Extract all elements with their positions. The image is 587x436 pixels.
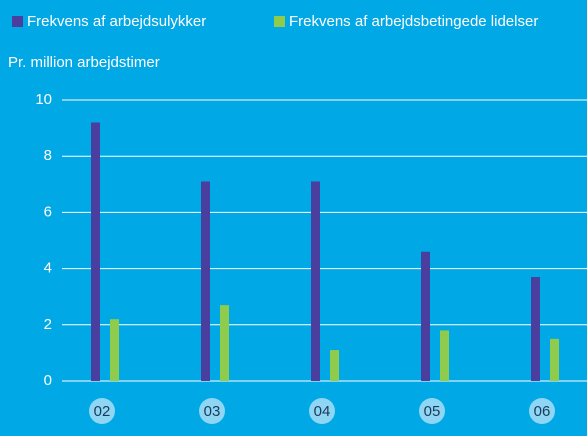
y-tick-label: 2 <box>44 316 52 333</box>
x-tick-label: 06 <box>534 403 551 420</box>
legend-label: Frekvens af arbejdsbetingede lidelser <box>289 13 538 30</box>
bar <box>550 338 559 381</box>
x-tick-label: 05 <box>424 403 441 420</box>
category-badge <box>89 398 115 424</box>
bar <box>91 122 100 381</box>
x-tick-label: 03 <box>204 403 221 420</box>
y-tick-label: 10 <box>35 91 52 108</box>
legend-swatch <box>12 16 23 27</box>
x-tick-label: 04 <box>314 403 331 420</box>
y-tick-label: 8 <box>44 147 52 164</box>
bar <box>201 181 210 381</box>
bar <box>421 251 430 381</box>
bar <box>330 350 339 381</box>
y-axis-label: Pr. million arbejdstimer <box>8 54 160 71</box>
bar <box>531 277 540 381</box>
category-badge <box>529 398 555 424</box>
legend-swatch <box>274 16 285 27</box>
x-tick-label: 02 <box>94 403 111 420</box>
bar <box>440 330 449 381</box>
bar <box>311 181 320 381</box>
category-badge <box>199 398 225 424</box>
y-tick-label: 6 <box>44 203 52 220</box>
category-badge <box>309 398 335 424</box>
y-tick-label: 0 <box>44 372 52 389</box>
legend-label: Frekvens af arbejdsulykker <box>27 13 206 30</box>
category-badge <box>419 398 445 424</box>
bar <box>110 319 119 381</box>
y-tick-label: 4 <box>44 260 52 277</box>
bar <box>220 305 229 381</box>
